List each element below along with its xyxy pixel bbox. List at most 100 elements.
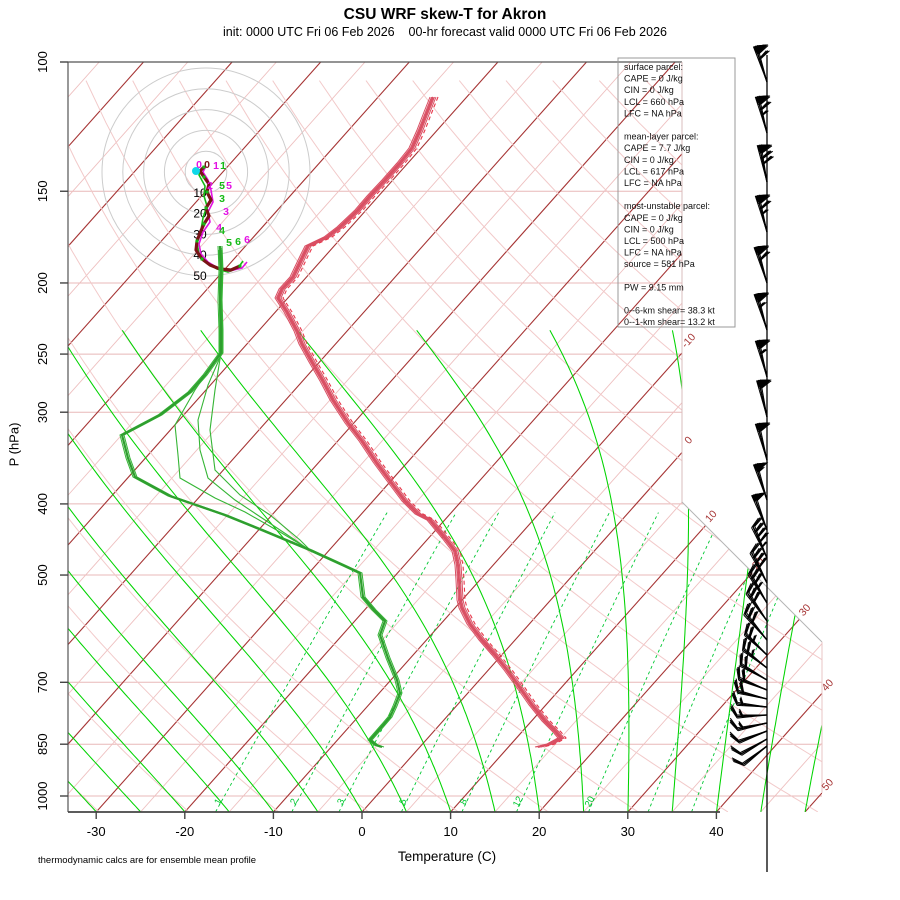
wind-barb-full: [760, 145, 771, 154]
wind-barb-full: [760, 200, 771, 210]
wind-barb-full: [729, 721, 739, 732]
wind-barb-stem: [740, 738, 768, 755]
wind-barb-pennant: [759, 144, 771, 153]
isotherm-line: [627, 62, 822, 812]
isotherm-line: [68, 62, 233, 812]
wind-barb-full: [754, 517, 764, 527]
isotherm-minor-line: [228, 62, 822, 812]
hodograph-km-label: 5: [226, 180, 232, 192]
wind-barb-full: [731, 694, 738, 706]
wind-barb-pennant: [757, 194, 769, 203]
moist-adiabat: [68, 330, 407, 812]
y-axis-title: P (hPa): [6, 422, 22, 467]
wind-barb-full: [748, 581, 756, 593]
temperature-mean-dashed: [282, 96, 567, 748]
wind-barb-full: [730, 745, 741, 754]
wind-barb-full: [730, 747, 742, 755]
isotherm-minor-line: [68, 62, 720, 812]
dry-adiabat: [68, 80, 459, 812]
wind-barb-full: [749, 606, 756, 618]
wind-barb-pennant: [757, 422, 769, 431]
wind-barb-full: [758, 339, 769, 350]
info-box-line: surface parcel:: [624, 62, 683, 72]
hodograph-point: [204, 206, 208, 210]
wind-barb-full: [759, 50, 769, 60]
wind-barb-full: [746, 621, 751, 634]
hodograph-km-label: 4: [219, 225, 225, 237]
wind-barb-full: [760, 340, 771, 349]
mixing-ratio-label: 20: [583, 795, 598, 810]
mixing-ratio-line: [291, 512, 457, 812]
info-box-line: LCL = 617 hPa: [624, 166, 684, 176]
wind-barb: [732, 745, 768, 766]
isotherm-minor-line: [583, 62, 822, 812]
dry-adiabat: [68, 80, 190, 812]
dry-adiabat: [225, 80, 822, 812]
hodograph-km-label: 6: [244, 234, 250, 246]
wind-barb-full: [759, 251, 769, 261]
hodograph-km-label: 0: [196, 159, 202, 171]
wind-barb-half: [739, 697, 744, 705]
wind-barb-pennant: [757, 339, 769, 348]
wind-barb-full: [733, 681, 739, 694]
wind-barb: [756, 422, 769, 461]
wind-barb-full: [759, 45, 769, 54]
info-box-line: LCL = 660 hPa: [624, 97, 684, 107]
wind-barb: [734, 680, 768, 700]
x-tick-label: 0: [358, 824, 365, 839]
wind-barb: [757, 379, 770, 418]
page-title: CSU WRF skew-T for Akron: [343, 6, 547, 23]
isotherm-minor-line: [317, 62, 822, 812]
dewpoint-member: [123, 245, 403, 748]
wind-barb-full: [736, 668, 740, 681]
hodograph-km-label: 1: [213, 160, 219, 172]
wind-barb: [737, 666, 768, 691]
y-tick-label: 850: [35, 733, 50, 755]
isotherm-line: [68, 62, 322, 812]
wind-barb-full: [757, 245, 768, 256]
wind-barb-full: [730, 707, 738, 719]
wind-barb-full: [761, 380, 772, 389]
wind-barb-full: [753, 591, 760, 603]
dry-adiabat: [458, 80, 822, 812]
wind-barb-full: [748, 563, 757, 575]
y-tick-label: 1000: [35, 782, 50, 811]
isotherm-minor-line: [140, 62, 809, 812]
wind-barb-stem: [748, 573, 768, 604]
moist-adiabat: [804, 330, 822, 812]
x-tick-label: 10: [443, 824, 457, 839]
wind-barb-full: [741, 651, 744, 664]
moist-adiabat: [68, 330, 363, 812]
moist-adiabat: [416, 329, 585, 812]
dry-adiabat: [68, 80, 729, 812]
wind-barb: [742, 637, 768, 669]
wind-barb-full: [762, 155, 773, 165]
dry-adiabat: [132, 80, 822, 812]
isotherm-line: [68, 62, 499, 812]
wind-barb-full: [744, 622, 750, 635]
mixing-ratio-line: [338, 512, 500, 812]
info-box-line: CAPE = 7.7 J/kg: [624, 143, 690, 153]
hodograph-km-label: 3: [219, 193, 225, 205]
mixing-ratio-line: [215, 512, 388, 812]
moist-adiabat: [849, 330, 900, 812]
isotherm-line: [68, 62, 410, 812]
isotherm-minor-line: [68, 62, 454, 812]
isotherm-minor-line: [494, 62, 822, 812]
wind-barb-full: [759, 293, 770, 302]
wind-barb-full: [729, 719, 739, 730]
moist-adiabat: [760, 330, 822, 812]
moist-adiabat: [894, 330, 900, 812]
wind-barb-pennant: [755, 245, 767, 254]
wind-barb-half: [738, 722, 744, 729]
dry-adiabat: [272, 80, 822, 812]
wind-barb: [754, 462, 768, 501]
wind-barb-full: [732, 758, 744, 766]
wind-barb-full: [747, 606, 754, 619]
info-box-line: LFC = NA hPa: [624, 248, 682, 258]
mixing-ratio-label: 1: [212, 797, 224, 807]
wind-barb-half: [761, 541, 767, 548]
wind-barb-full: [755, 547, 764, 558]
